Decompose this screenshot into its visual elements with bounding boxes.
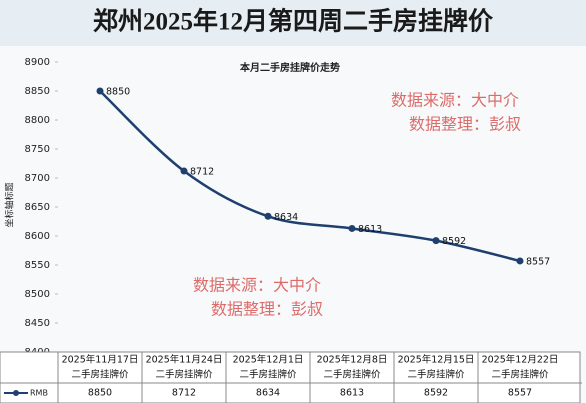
x-tick-label: 2025年12月1日 [233,354,304,366]
table-value: 8634 [256,388,280,399]
table-value: 8850 [88,388,112,399]
legend-label: RMB [30,389,48,398]
point [96,87,104,95]
x-tick-label: 2025年12月15日 [398,354,475,366]
y-tick-label: 8650 [25,202,50,213]
table-value: 8613 [340,388,364,399]
y-tick-label: 8450 [25,318,50,329]
data-label: 8592 [442,236,466,247]
y-tick-label: 8700 [25,173,50,184]
x-tick-label: 二手房挂牌价 [323,369,381,381]
x-tick-label: 二手房挂牌价 [491,369,549,381]
table-value: 8557 [508,388,532,399]
y-tick-label: 8900 [25,57,50,68]
data-label: 8634 [274,212,298,223]
table [0,351,581,403]
chart-title: 郑州2025年12月第四周二手房挂牌价 [93,7,494,36]
x-tick-label: 2025年11月17日 [62,354,139,366]
watermark: 数据来源：大中介 [193,277,321,295]
y-tick-label: 8800 [25,115,50,126]
x-tick-label: 2025年12月22日 [482,354,559,366]
watermark: 数据来源：大中介 [391,92,519,110]
data-label: 8557 [526,256,550,267]
data-label: 8613 [358,224,382,235]
legend-marker [13,390,19,396]
data-label: 8850 [106,87,130,98]
table-value: 8712 [172,388,196,399]
x-tick-label: 二手房挂牌价 [155,369,213,381]
chart-subtitle: 本月二手房挂牌价走势 [240,61,340,74]
x-tick-label: 2025年11月24日 [146,354,223,366]
watermark: 数据整理：彭叔 [211,301,323,319]
y-tick-label: 8500 [25,289,50,300]
x-tick-label: 二手房挂牌价 [239,369,297,381]
data-label: 8712 [190,167,214,178]
point [516,257,524,265]
series-line [99,90,521,263]
y-tick-label: 8600 [25,231,50,242]
x-tick-label: 2025年12月8日 [317,354,388,366]
point [432,237,440,245]
x-tick-label: 二手房挂牌价 [407,369,465,381]
y-tick-label: 8550 [25,260,50,271]
point [348,224,356,232]
x-tick-label: 二手房挂牌价 [71,369,129,381]
y-tick-label: 8750 [25,144,50,155]
title-banner [0,0,586,46]
y-tick-label: 8850 [25,86,50,97]
point [264,212,272,220]
point [180,167,188,175]
table-value: 8592 [424,388,448,399]
y-axis-label: 坐标轴标题 [4,182,16,227]
watermark: 数据整理：彭叔 [409,116,521,134]
